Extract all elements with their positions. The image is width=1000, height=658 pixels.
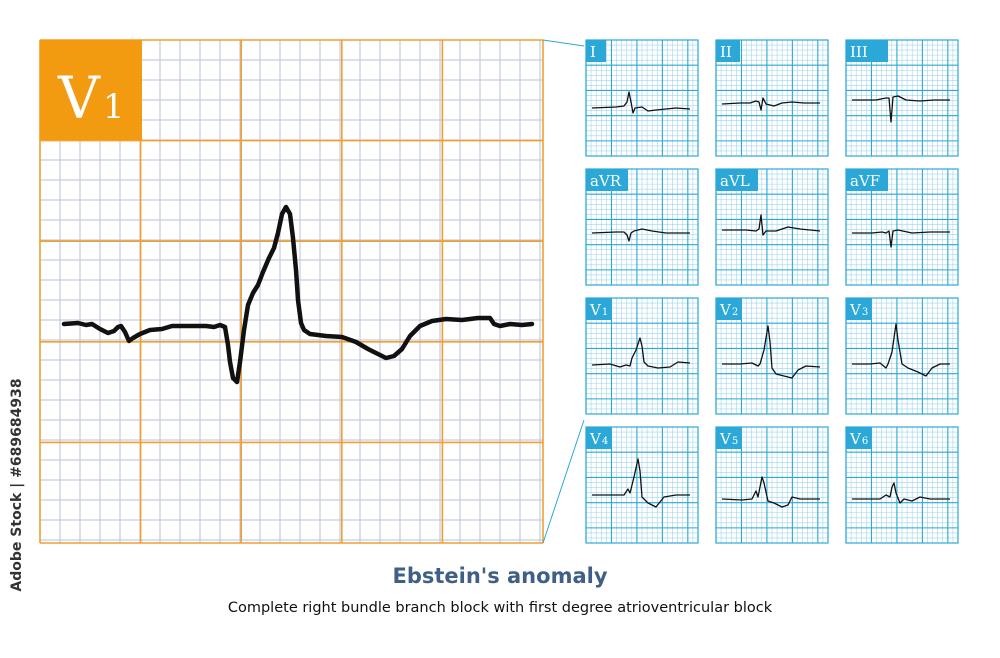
lead-label: I: [590, 43, 596, 61]
lead-label: V1: [589, 301, 608, 319]
lead-label-box: [716, 298, 742, 320]
lead-label: V4: [589, 430, 608, 448]
lead-label-box: [846, 298, 872, 320]
main-lead-trace: [61, 204, 535, 385]
lead-label-box: [586, 298, 612, 320]
connector-lines: [542, 39, 585, 544]
lead-trace: [852, 229, 950, 248]
lead-label: III: [850, 43, 868, 61]
lead-label: aVL: [720, 172, 750, 190]
lead-trace: [852, 482, 950, 504]
lead-trace: [852, 95, 950, 123]
lead-label: aVR: [590, 172, 622, 190]
lead-label: V3: [849, 301, 868, 319]
lead-trace: [592, 458, 690, 508]
stock-watermark: Adobe Stock | #689684938: [9, 378, 25, 592]
lead-label-box: [716, 40, 740, 62]
lead-label-box: [586, 169, 628, 191]
lead-trace: [722, 214, 821, 236]
lead-label-box: [716, 427, 742, 449]
lead-label-box: [846, 169, 888, 191]
lead-panel-v3: V3: [845, 297, 959, 415]
lead-trace: [591, 228, 690, 242]
lead-label-box: [716, 169, 758, 191]
main-lead-label-box: [40, 40, 142, 140]
lead-panel-ii: II: [715, 39, 829, 157]
main-lead-panel: V1: [39, 39, 544, 544]
lead-label-box: [846, 40, 888, 62]
lead-trace: [722, 325, 821, 379]
lead-trace: [591, 91, 691, 114]
lead-trace: [721, 97, 820, 111]
lead-panel-v1: V1: [585, 297, 699, 415]
lead-label: V2: [719, 301, 738, 319]
lead-panel-v5: V5: [715, 426, 829, 544]
lead-label-box: [846, 427, 872, 449]
lead-panel-v6: V6: [845, 426, 959, 544]
lead-panel-avr: aVR: [585, 168, 699, 286]
figure-title: Ebstein's anomaly: [392, 564, 608, 588]
lead-label-box: [586, 40, 606, 62]
lead-label-box: [586, 427, 612, 449]
lead-trace: [591, 337, 691, 369]
lead-label: aVF: [850, 172, 880, 190]
lead-label: II: [720, 43, 732, 61]
lead-trace: [852, 323, 950, 377]
figure-subtitle: Complete right bundle branch block with …: [227, 600, 773, 616]
lead-panel-avf: aVF: [845, 168, 959, 286]
lead-panel-i: I: [585, 39, 699, 157]
main-lead-label: V1: [57, 64, 125, 132]
lead-label: V5: [719, 430, 738, 448]
lead-panel-v4: V4: [585, 426, 699, 544]
lead-trace: [721, 476, 820, 508]
lead-panel-iii: III: [845, 39, 959, 157]
lead-panel-v2: V2: [715, 297, 829, 415]
lead-panel-avl: aVL: [715, 168, 829, 286]
lead-label: V6: [849, 430, 868, 448]
